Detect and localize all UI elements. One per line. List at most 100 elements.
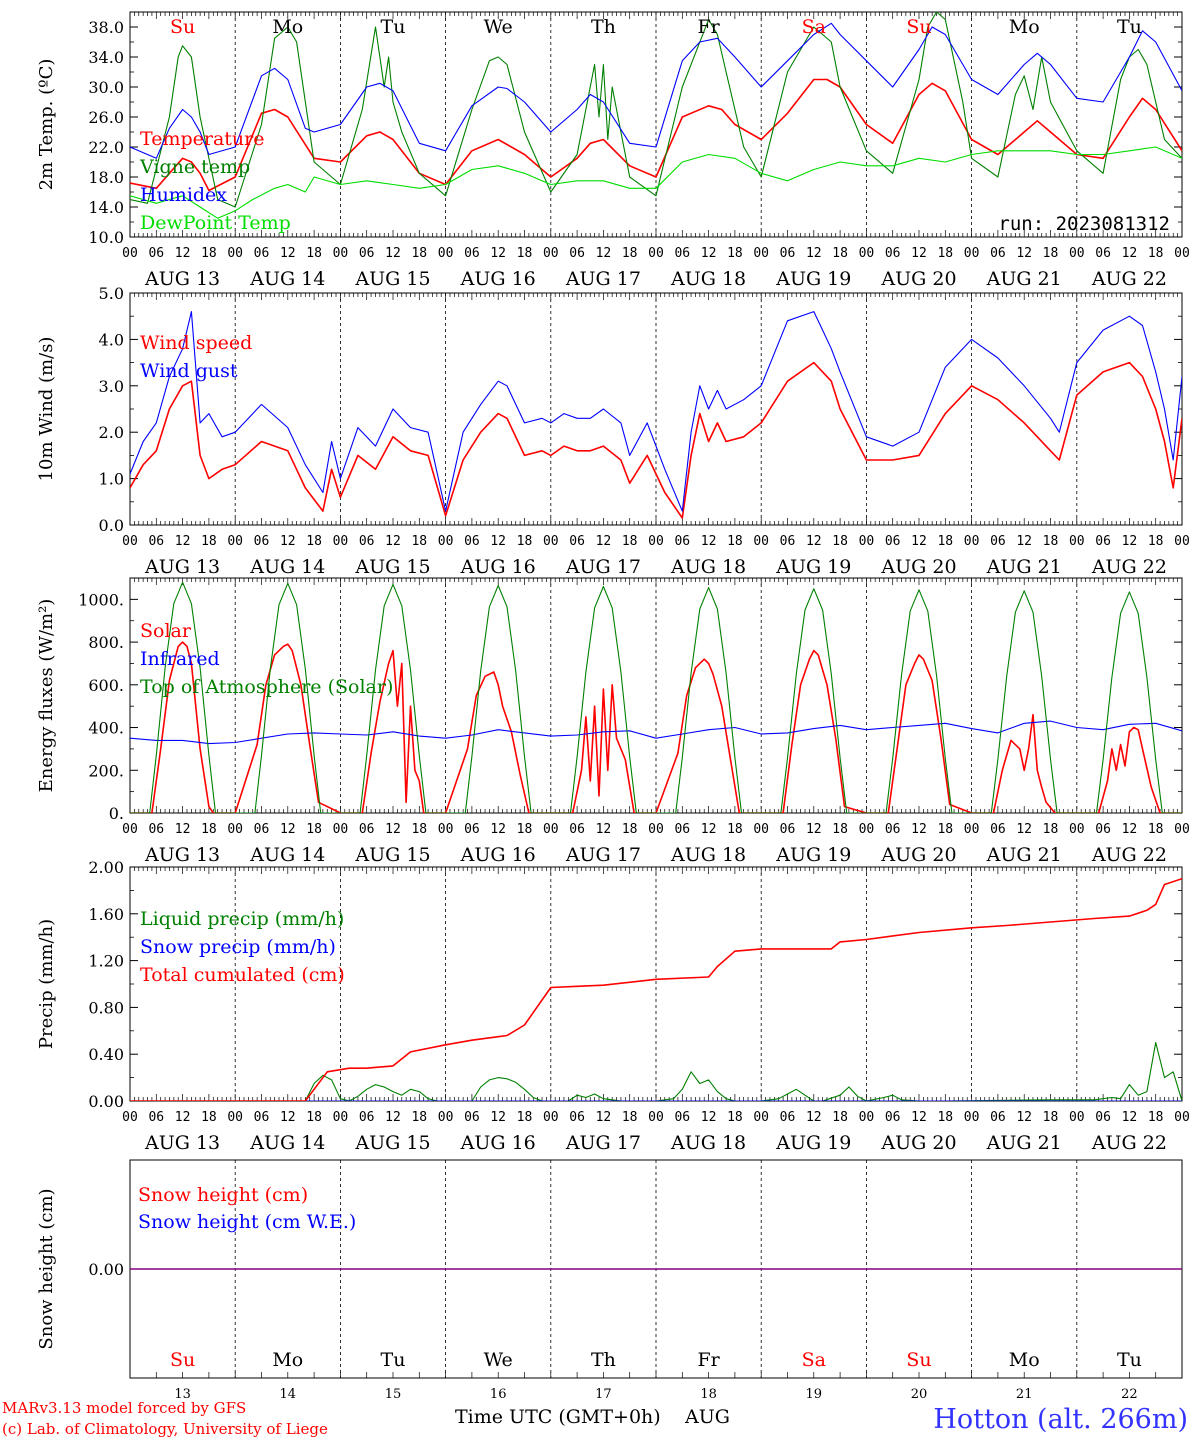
series-line-temperature [130,78,1182,192]
day-of-week-label: Tu [381,16,406,38]
hour-tick-label: 18 [622,534,638,549]
series-line-wind-gust [130,311,1182,512]
hour-tick-label: 00 [964,1110,980,1125]
station-label: Hotton (alt. 266m) [933,1404,1188,1435]
hour-tick-label: 00 [753,1110,769,1125]
credit-line-1: MARv3.13 model forced by GFS [2,1399,246,1417]
hour-tick-label: 12 [1016,1110,1032,1125]
series-line-wind-speed [130,361,1182,519]
day-number-label: 13 [174,1387,191,1402]
y-tick-label: 38.0 [88,18,124,37]
y-axis-label: Precip (mm/h) [36,919,57,1049]
hour-tick-label: 18 [832,1110,848,1125]
hour-tick-label: 00 [122,246,138,261]
hour-tick-label: 18 [517,822,533,837]
hour-tick-label: 00 [122,822,138,837]
hour-tick-label: 12 [806,1110,822,1125]
hour-tick-label: 00 [227,822,243,837]
date-label: AUG 18 [670,844,746,866]
day-of-week-label: Tu [1117,1349,1142,1371]
hour-tick-label: 18 [1043,246,1059,261]
y-tick-label: 1.60 [88,905,124,924]
y-tick-label: 0.0 [99,516,124,535]
hour-tick-label: 06 [254,1110,270,1125]
y-axis-label: 10m Wind (m/s) [36,337,57,482]
series-line-solar [130,641,1182,813]
hour-tick-label: 06 [148,246,164,261]
date-label: AUG 17 [565,844,641,866]
series-line-humidex [130,22,1182,159]
hour-tick-label: 12 [385,822,401,837]
hour-tick-label: 18 [411,822,427,837]
hour-tick-label: 18 [1148,822,1164,837]
date-label: AUG 18 [670,1132,746,1154]
date-label: AUG 21 [986,556,1062,578]
hour-tick-label: 00 [648,246,664,261]
hour-tick-label: 12 [911,1110,927,1125]
date-label: AUG 20 [880,556,956,578]
panel-2: 0.0 1.0 2.0 3.0 4.0 5.0 10m Wind (m/s) 00 06 12 18… [36,284,1190,578]
hour-tick-label: 06 [990,822,1006,837]
hour-tick-label: 18 [411,534,427,549]
y-axis-label: 2m Temp. (ºC) [36,59,57,191]
hour-tick-label: 12 [1016,822,1032,837]
hour-tick-label: 06 [780,246,796,261]
hour-tick-label: 00 [333,534,349,549]
hour-tick-label: 12 [1122,246,1138,261]
hour-tick-label: 18 [622,246,638,261]
hour-tick-label: 18 [727,246,743,261]
y-tick-label: 0.40 [88,1045,124,1064]
hour-tick-label: 06 [254,246,270,261]
series-line-vigne-temp [130,12,1182,208]
hour-tick-label: 18 [937,1110,953,1125]
y-tick-label: 22.0 [88,138,124,157]
hour-tick-label: 00 [438,246,454,261]
legend-entry: Top of Atmosphere (Solar) [140,676,393,698]
hour-tick-label: 06 [885,534,901,549]
hour-tick-label: 00 [1174,534,1190,549]
date-label: AUG 19 [775,844,851,866]
legend-entry: Humidex [140,184,227,206]
hour-tick-label: 00 [122,534,138,549]
hour-tick-label: 18 [1148,246,1164,261]
hour-tick-label: 06 [990,246,1006,261]
hour-tick-label: 00 [1069,822,1085,837]
hour-tick-label: 12 [490,246,506,261]
hour-tick-label: 12 [280,822,296,837]
legend-entry: Total cumulated (cm) [140,964,345,986]
hour-tick-label: 18 [832,246,848,261]
hour-tick-label: 12 [806,822,822,837]
hour-tick-label: 00 [227,534,243,549]
hour-tick-label: 06 [1095,246,1111,261]
day-of-week-label: Mo [272,16,303,38]
y-tick-label: 200. [88,761,124,780]
day-of-week-label: Su [906,1349,931,1371]
date-label: AUG 22 [1091,268,1167,290]
hour-tick-label: 18 [622,1110,638,1125]
hour-tick-label: 06 [569,246,585,261]
legend-entry: Snow height (cm W.E.) [138,1211,356,1233]
hour-tick-label: 00 [859,822,875,837]
day-of-week-label: Sa [802,1349,826,1371]
hour-tick-label: 06 [1095,534,1111,549]
month-label: AUG [684,1406,730,1428]
day-of-week-label: We [484,1349,513,1371]
hour-tick-label: 00 [1174,1110,1190,1125]
hour-tick-label: 00 [333,822,349,837]
y-tick-label: 4.0 [99,330,124,349]
hour-tick-label: 06 [1095,1110,1111,1125]
hour-tick-label: 12 [911,822,927,837]
hour-tick-label: 06 [569,534,585,549]
day-number-label: 20 [911,1387,928,1402]
date-label: AUG 18 [670,268,746,290]
plot-frame [129,11,1183,238]
panel-3: 0. 200. 400. 600. 800. 1000. Energy fluxes (W/… [36,577,1190,866]
hour-tick-label: 18 [937,822,953,837]
hour-tick-label: 18 [1148,534,1164,549]
day-of-week-label: We [484,16,513,38]
day-of-week-label: Sa [802,16,826,38]
hour-tick-label: 00 [543,1110,559,1125]
hour-tick-label: 18 [517,534,533,549]
hour-tick-label: 18 [937,534,953,549]
day-number-label: 18 [700,1387,717,1402]
